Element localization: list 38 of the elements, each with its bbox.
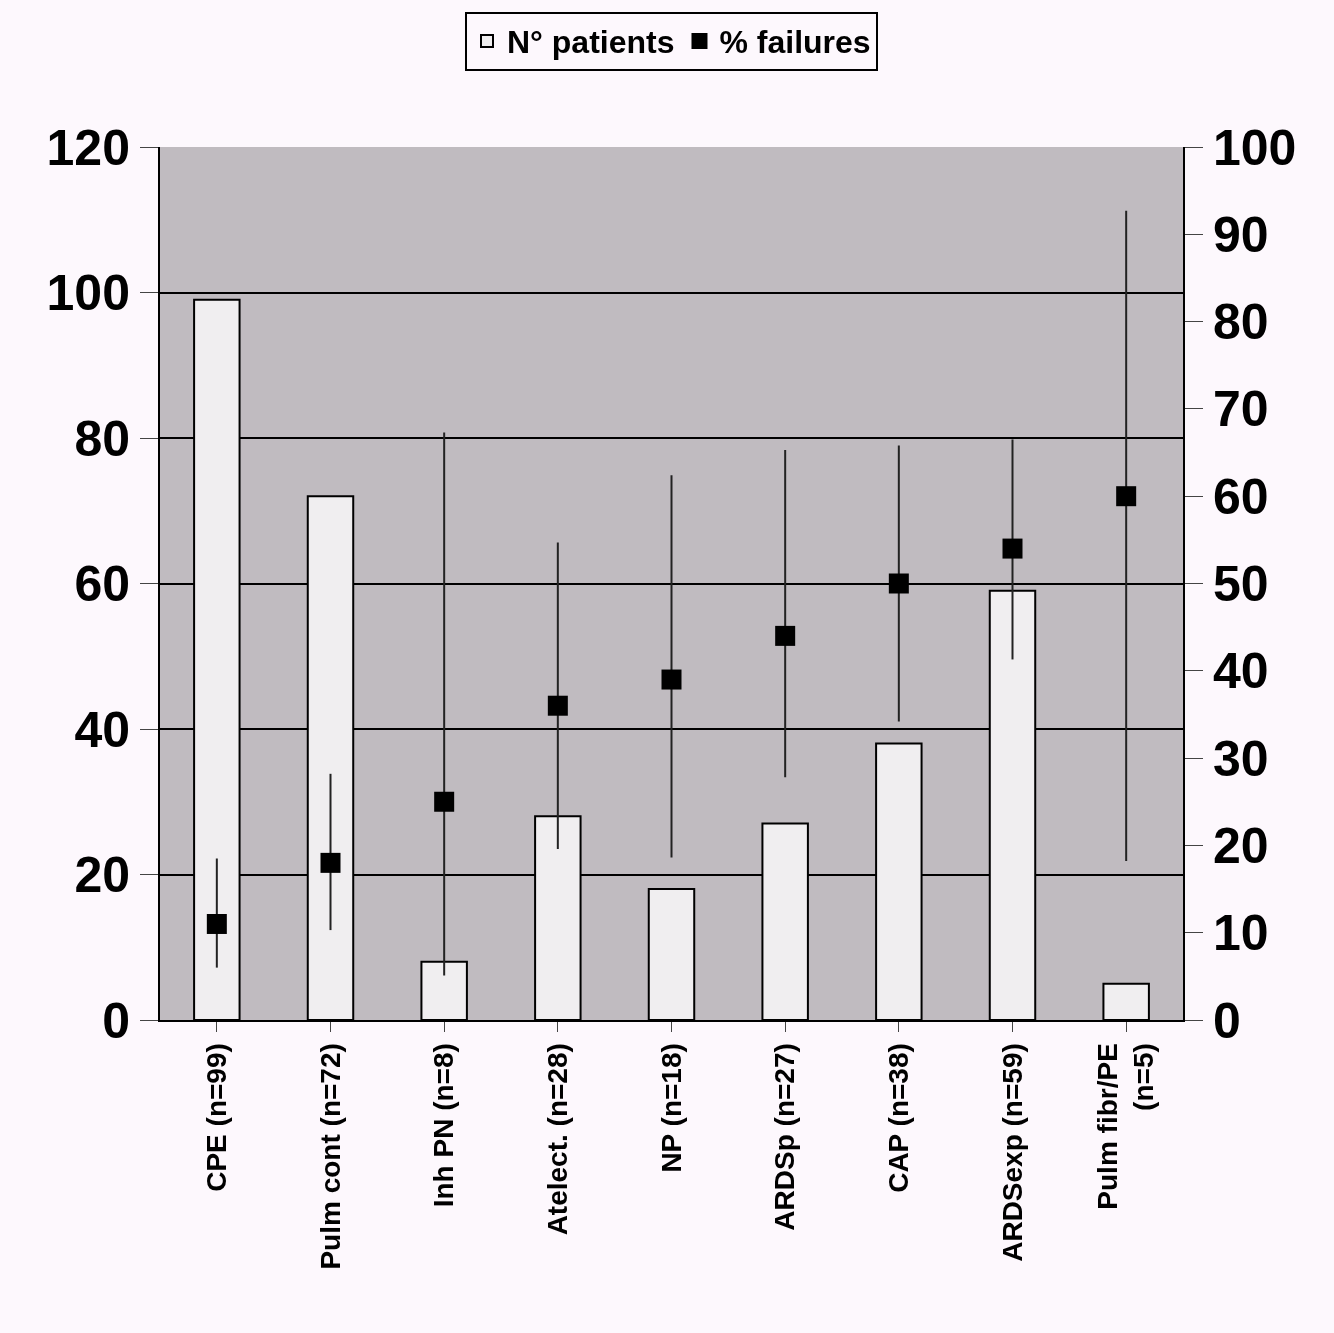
y-tick-label: 0: [102, 992, 130, 1049]
point: [434, 791, 455, 812]
x-tick-label: NP (n=18): [655, 1043, 687, 1173]
y-tick-label: 40: [74, 701, 130, 758]
point: [888, 573, 909, 594]
y2-tick-label: 60: [1213, 468, 1269, 525]
y2-tick-label: 90: [1213, 206, 1269, 263]
y2-tick-label: 40: [1213, 643, 1269, 700]
y2-tick-label: 80: [1213, 294, 1269, 351]
point: [547, 695, 568, 716]
legend-label: N° patients: [507, 24, 675, 61]
point: [1002, 538, 1023, 559]
legend-label: % failures: [719, 24, 871, 61]
x-tick-label: Inh PN (n=8): [428, 1043, 460, 1208]
x-tick-label: Pulm cont (n=72): [314, 1043, 346, 1270]
y-tick-label: 60: [74, 556, 130, 612]
x-tick-label: CPE (n=99): [200, 1043, 232, 1192]
x-tick-label: CAP (n=38): [882, 1043, 914, 1193]
point: [320, 852, 341, 873]
point: [1116, 486, 1137, 507]
point: [661, 669, 682, 690]
x-tick-label: Atelect. (n=28): [541, 1043, 573, 1236]
y2-tick-label: 70: [1213, 381, 1269, 438]
y-tick-label: 80: [74, 410, 130, 467]
x-tick-label: Pulm fibr/PE (n=5): [1092, 1043, 1160, 1210]
point: [206, 913, 227, 934]
y2-tick-label: 20: [1213, 817, 1269, 874]
y2-tick-label: 0: [1213, 992, 1241, 1049]
y2-tick-label: 10: [1213, 905, 1269, 962]
y2-tick-label: 30: [1213, 730, 1269, 787]
x-tick-label: ARDSexp (n=59): [996, 1043, 1028, 1262]
y-tick-label: 100: [46, 265, 130, 321]
point: [775, 625, 796, 646]
y-tick-label: 120: [46, 119, 130, 176]
x-tick-label: ARDSp (n=27): [769, 1043, 801, 1231]
y2-tick-label: 100: [1213, 119, 1297, 176]
y-tick-label: 20: [74, 847, 130, 903]
y2-tick-label: 50: [1213, 556, 1269, 612]
